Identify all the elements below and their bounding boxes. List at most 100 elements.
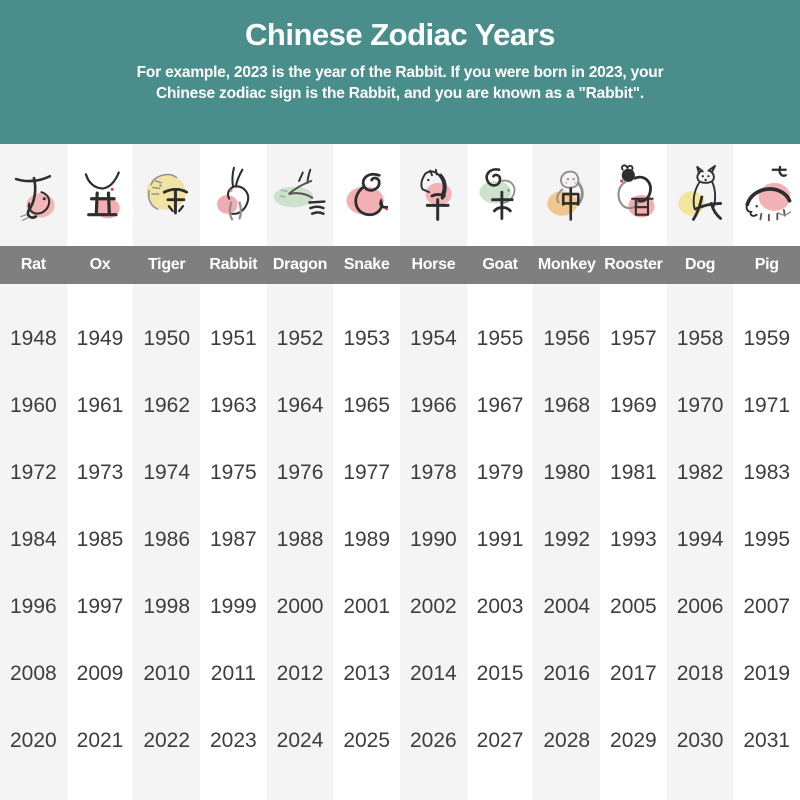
years-dragon: 1952 1964 1976 1988 2000 2012 2024 <box>267 284 334 774</box>
year-cell: 2031 <box>743 728 791 752</box>
year-cell: 1958 <box>676 326 724 350</box>
year-cell: 1986 <box>143 527 191 551</box>
year-cell: 1982 <box>676 460 724 484</box>
year-cell: 2022 <box>143 728 191 752</box>
animal-name-tiger: Tiger <box>133 246 201 284</box>
pig-icon <box>733 144 800 246</box>
year-cell: 2008 <box>9 661 57 685</box>
years-tiger: 1950 1962 1974 1986 1998 2010 2022 <box>133 284 200 774</box>
year-cell: 1972 <box>9 460 57 484</box>
year-cell: 2007 <box>743 594 791 618</box>
year-cell: 1949 <box>76 326 124 350</box>
years-dog: 1958 1970 1982 1994 2006 2018 2030 <box>667 284 734 774</box>
year-cell: 2010 <box>143 661 191 685</box>
year-cell: 1998 <box>143 594 191 618</box>
ox-icon <box>67 144 134 246</box>
monkey-icon <box>533 144 600 246</box>
year-cell: 1984 <box>9 527 57 551</box>
dragon-icon <box>267 144 334 246</box>
year-cell: 1975 <box>209 460 257 484</box>
year-cell: 2017 <box>610 661 657 685</box>
year-cell: 1948 <box>9 326 57 350</box>
column-goat: Goat 1955 1967 1979 1991 2003 2015 2027 <box>466 144 534 800</box>
animal-name-rat: Rat <box>0 246 67 284</box>
year-cell: 1985 <box>76 527 124 551</box>
year-cell: 1995 <box>743 527 791 551</box>
page-title: Chinese Zodiac Years <box>245 17 555 52</box>
year-cell: 2020 <box>9 728 57 752</box>
animal-name-rooster: Rooster <box>600 246 667 284</box>
column-pig: Pig 1959 1971 1983 1995 2007 2019 2031 <box>733 144 800 800</box>
column-dragon: Dragon 1952 1964 1976 1988 2000 2012 2024 <box>266 144 334 800</box>
year-cell: 2002 <box>410 594 457 618</box>
column-horse: Horse 1954 1966 1978 1990 2002 2014 2026 <box>400 144 467 800</box>
year-cell: 1954 <box>410 326 457 350</box>
snake-icon <box>333 144 400 246</box>
animal-name-rabbit: Rabbit <box>200 246 267 284</box>
year-cell: 2018 <box>676 661 724 685</box>
year-cell: 1983 <box>743 460 791 484</box>
column-rabbit: Rabbit 1951 1963 1975 1987 1999 2011 2023 <box>200 144 267 800</box>
year-cell: 1963 <box>209 393 257 417</box>
year-cell: 1964 <box>276 393 324 417</box>
animal-name-monkey: Monkey <box>533 246 601 284</box>
rooster-icon <box>600 144 667 246</box>
year-cell: 1973 <box>76 460 124 484</box>
year-cell: 2027 <box>476 728 524 752</box>
year-cell: 1951 <box>209 326 257 350</box>
column-tiger: Tiger 1950 1962 1974 1986 1998 2010 2022 <box>133 144 201 800</box>
years-snake: 1953 1965 1977 1989 2001 2013 2025 <box>333 284 400 774</box>
year-cell: 2000 <box>276 594 324 618</box>
page-subtitle: For example, 2023 is the year of the Rab… <box>80 62 720 104</box>
year-cell: 1997 <box>76 594 124 618</box>
column-rat: Rat 1948 1960 1972 1984 1996 2008 2020 <box>0 144 67 800</box>
year-cell: 1957 <box>610 326 657 350</box>
year-cell: 2024 <box>276 728 324 752</box>
page-header: Chinese Zodiac Years For example, 2023 i… <box>0 0 800 144</box>
year-cell: 2025 <box>343 728 391 752</box>
year-cell: 2026 <box>410 728 457 752</box>
year-cell: 2028 <box>543 728 591 752</box>
year-cell: 1996 <box>9 594 57 618</box>
year-cell: 2016 <box>543 661 591 685</box>
years-pig: 1959 1971 1983 1995 2007 2019 2031 <box>733 284 800 774</box>
years-rabbit: 1951 1963 1975 1987 1999 2011 2023 <box>200 284 267 774</box>
animal-name-dragon: Dragon <box>266 246 334 284</box>
years-rat: 1948 1960 1972 1984 1996 2008 2020 <box>0 284 67 774</box>
year-cell: 2019 <box>743 661 791 685</box>
year-cell: 1987 <box>209 527 257 551</box>
year-cell: 1955 <box>476 326 524 350</box>
animal-name-dog: Dog <box>666 246 734 284</box>
years-goat: 1955 1967 1979 1991 2003 2015 2027 <box>467 284 534 774</box>
year-cell: 2030 <box>676 728 724 752</box>
year-cell: 2004 <box>543 594 591 618</box>
year-cell: 1992 <box>543 527 591 551</box>
year-cell: 2015 <box>476 661 524 685</box>
year-cell: 1956 <box>543 326 591 350</box>
year-cell: 1959 <box>743 326 791 350</box>
year-cell: 1976 <box>276 460 324 484</box>
year-cell: 2014 <box>410 661 457 685</box>
years-horse: 1954 1966 1978 1990 2002 2014 2026 <box>400 284 467 774</box>
year-cell: 1970 <box>676 393 724 417</box>
years-monkey: 1956 1968 1980 1992 2004 2016 2028 <box>533 284 600 774</box>
year-cell: 1978 <box>410 460 457 484</box>
years-rooster: 1957 1969 1981 1993 2005 2017 2029 <box>600 284 667 774</box>
year-cell: 1993 <box>610 527 657 551</box>
year-cell: 1953 <box>343 326 391 350</box>
zodiac-table: Rat 1948 1960 1972 1984 1996 2008 2020 Ox 1949 196… <box>0 144 800 800</box>
year-cell: 2023 <box>209 728 257 752</box>
year-cell: 2021 <box>76 728 124 752</box>
animal-name-goat: Goat <box>466 246 534 284</box>
year-cell: 2006 <box>676 594 724 618</box>
year-cell: 1999 <box>209 594 257 618</box>
year-cell: 1965 <box>343 393 391 417</box>
year-cell: 1991 <box>476 527 524 551</box>
year-cell: 2005 <box>610 594 657 618</box>
rabbit-icon <box>200 144 267 246</box>
year-cell: 2001 <box>343 594 391 618</box>
subtitle-line-2: Chinese zodiac sign is the Rabbit, and y… <box>156 85 644 102</box>
year-cell: 1971 <box>743 393 791 417</box>
column-monkey: Monkey 1956 1968 1980 1992 2004 2016 2028 <box>533 144 601 800</box>
